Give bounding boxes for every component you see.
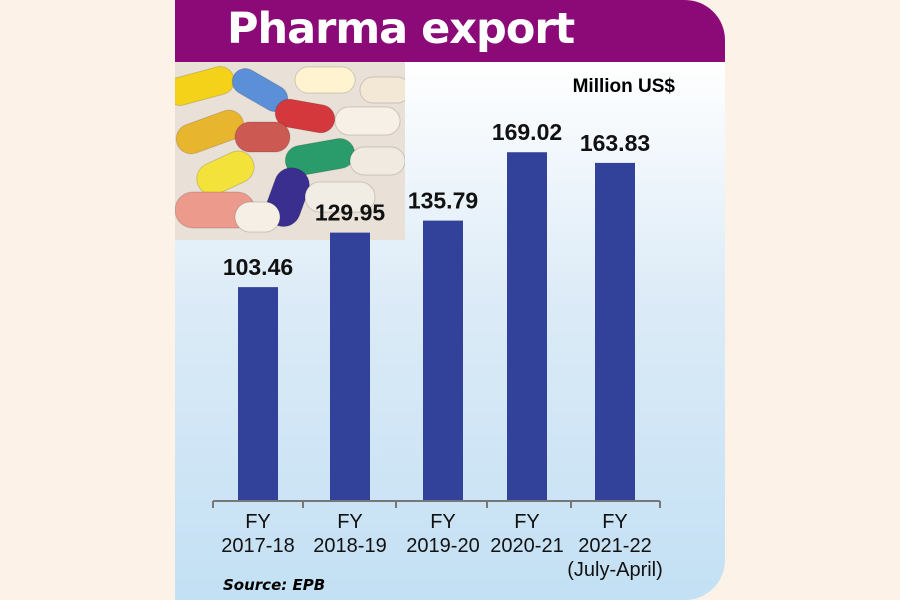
pills-image	[175, 62, 405, 240]
x-tick-label: 2020-21	[490, 535, 563, 557]
bar	[238, 287, 278, 500]
value-label: 169.02	[492, 119, 562, 145]
x-tick-label: FY	[245, 511, 271, 533]
source-note: Source: EPB	[223, 576, 326, 594]
x-tick-label: (July-April)	[567, 559, 663, 581]
x-tick-label: FY	[602, 511, 628, 533]
bar	[507, 152, 547, 500]
bar	[595, 162, 635, 500]
chart-title: Pharma export	[227, 4, 575, 54]
value-label: 103.46	[223, 254, 293, 280]
x-tick-label: 2021-22	[578, 535, 651, 557]
x-tick-label: FY	[430, 511, 456, 533]
value-label: 129.95	[315, 200, 386, 226]
x-tick-label: 2019-20	[406, 535, 479, 557]
unit-label: Million US$	[572, 76, 675, 97]
value-label: 135.79	[408, 188, 478, 214]
bar	[423, 220, 463, 500]
title-banner: Pharma export	[175, 0, 725, 62]
x-tick-label: 2017-18	[221, 535, 294, 557]
x-tick-label: FY	[514, 511, 540, 533]
value-label: 163.83	[580, 130, 650, 156]
x-tick-label: FY	[337, 511, 363, 533]
x-tick-label: 2018-19	[313, 535, 386, 557]
bar	[330, 232, 370, 501]
